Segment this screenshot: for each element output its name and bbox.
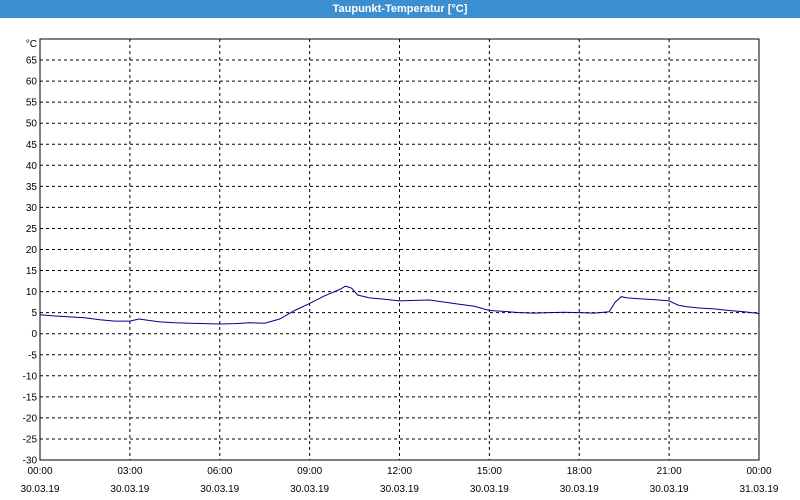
y-tick-label: -25 [23, 434, 38, 445]
y-tick-label: 30 [26, 203, 38, 214]
y-tick-label: 50 [26, 119, 38, 130]
x-tick-time-label: 03:00 [117, 466, 142, 477]
x-tick-labels: 00:00 30.03.19 03:00 30.03.19 06:00 30.03.19 0… [21, 466, 779, 495]
grid-lines [40, 39, 759, 460]
plot-frame [39, 38, 760, 461]
y-tick-label: 60 [26, 77, 38, 88]
y-tick-label: 65 [26, 56, 38, 67]
x-tick-time-label: 15:00 [477, 466, 502, 477]
x-tick-time-label: 21:00 [657, 466, 682, 477]
x-tick-date-label: 30.03.19 [470, 484, 509, 495]
chart-title: Taupunkt-Temperatur [°C] [0, 0, 800, 18]
y-tick-label: 45 [26, 140, 38, 151]
y-tick-label: 20 [26, 245, 38, 256]
y-tick-label: -20 [23, 413, 38, 424]
y-tick-labels: 65605550454035302520151050-5-10-15-20-25… [23, 56, 38, 467]
y-tick-label: 55 [26, 98, 38, 109]
chart-plot: °C 65605550454035302520151050-5-10-15-20… [21, 38, 779, 495]
y-tick-label: 10 [26, 287, 38, 298]
y-tick-label: -5 [28, 350, 37, 361]
y-tick-label: 15 [26, 266, 38, 277]
x-tick-time-label: 09:00 [297, 466, 322, 477]
y-tick-label: 25 [26, 224, 38, 235]
y-tick-label: -30 [23, 456, 38, 467]
dewpoint-series-line [39, 285, 760, 325]
x-tick-date-label: 30.03.19 [21, 484, 60, 495]
x-tick-date-label: 30.03.19 [200, 484, 239, 495]
x-tick-date-label: 30.03.19 [380, 484, 419, 495]
x-tick-time-label: 18:00 [567, 466, 592, 477]
x-tick-date-label: 31.03.19 [740, 484, 779, 495]
x-tick-date-label: 30.03.19 [290, 484, 329, 495]
x-tick-date-label: 30.03.19 [560, 484, 599, 495]
x-tick-time-label: 00:00 [746, 466, 771, 477]
x-tick-date-label: 30.03.19 [650, 484, 689, 495]
y-axis-unit-label: °C [26, 39, 37, 50]
y-tick-label: 40 [26, 161, 38, 172]
x-tick-time-label: 06:00 [207, 466, 232, 477]
y-tick-label: -15 [23, 392, 38, 403]
y-tick-label: 5 [31, 308, 37, 319]
x-tick-date-label: 30.03.19 [110, 484, 149, 495]
y-tick-label: 35 [26, 182, 38, 193]
x-tick-time-label: 00:00 [27, 466, 52, 477]
x-tick-time-label: 12:00 [387, 466, 412, 477]
y-tick-label: 0 [31, 329, 37, 340]
y-tick-label: -10 [23, 371, 38, 382]
